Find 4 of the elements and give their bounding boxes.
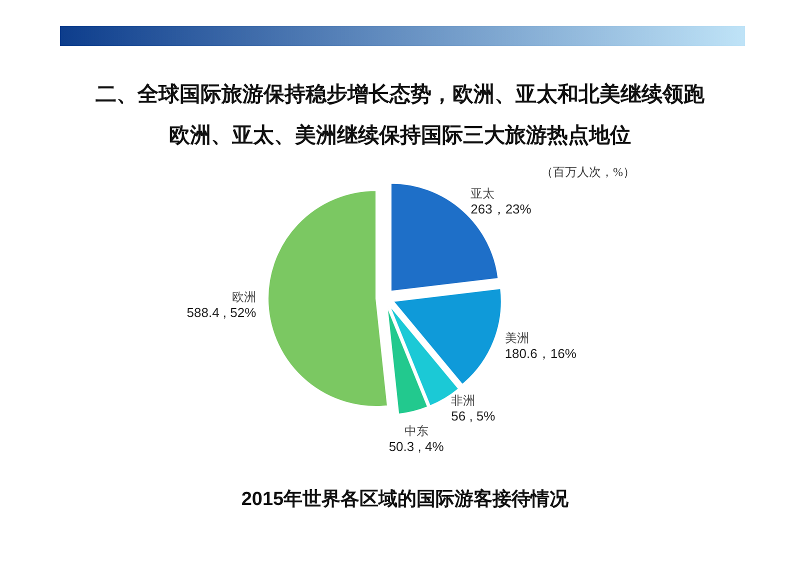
annotation: （百万人次，%） xyxy=(541,165,635,179)
chart-title: 二、全球国际旅游保持稳步增长态势，欧洲、亚太和北美继续领跑 xyxy=(96,82,706,106)
annotation: 2015年世界各区域的国际游客接待情况 xyxy=(241,489,569,510)
chart-subtitle: 欧洲、亚太、美洲继续保持国际三大旅游热点地位 xyxy=(169,123,631,147)
